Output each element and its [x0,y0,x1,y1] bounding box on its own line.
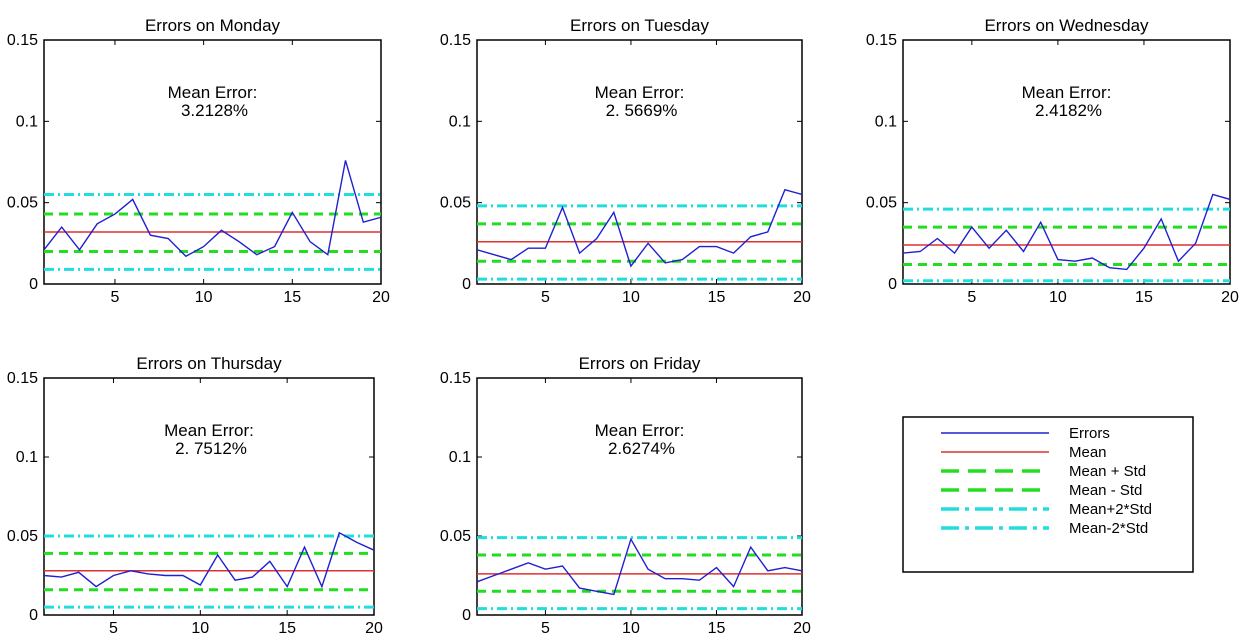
legend-label: Mean-2*Std [1069,520,1148,537]
plot-frame [476,39,803,285]
y-tick-label: 0.15 [7,370,38,387]
plot-frame [902,39,1231,285]
series-group [477,536,802,611]
subplot-2: Errors on Tuesday 0 0.05 0.1 0.15 5 10 15 20 Mean… [440,16,811,306]
plot-frame [476,377,803,616]
y-tick-label: 0.05 [7,195,38,212]
mean-error-value: 2. 7512% [175,439,247,458]
subplot-title: Errors on Thursday [136,354,282,373]
y-tick-label: 0 [462,607,471,624]
x-tick-label: 15 [278,620,296,637]
x-tick-label: 15 [283,289,301,306]
legend-label: Mean [1069,444,1107,461]
errors-series-line [44,531,374,589]
y-tick-label: 0.15 [866,32,897,49]
y-tick-label: 0.05 [7,528,38,545]
subplot-title: Errors on Tuesday [570,16,709,35]
x-tick-label: 5 [967,289,976,306]
plot-frame [43,377,375,616]
y-tick-label: 0.05 [440,528,471,545]
legend-label: Mean+2*Std [1069,501,1152,518]
x-tick-label: 10 [1049,289,1067,306]
mean-error-label: Mean Error: [168,83,258,102]
mean-error-label: Mean Error: [1022,83,1112,102]
legend-box [902,416,1194,573]
x-tick-label: 10 [622,620,640,637]
y-tick-label: 0.15 [440,370,471,387]
y-tick-label: 0 [462,276,471,293]
subplot-4: Errors on Thursday 0 0.05 0.1 0.15 5 10 15 20 Mea… [7,354,383,637]
subplot-5: Errors on Friday 0 0.05 0.1 0.15 5 10 15 20 Mean … [440,354,811,637]
y-tick-label: 0 [29,276,38,293]
y-tick-label: 0 [888,276,897,293]
y-tick-label: 0.1 [449,113,471,130]
y-tick-label: 0.1 [875,113,897,130]
y-tick-label: 0 [29,607,38,624]
y-tick-label: 0.05 [866,195,897,212]
errors-series-line [44,160,381,258]
subplot-3: Errors on Wednesday 0 0.05 0.1 0.15 5 10 15 20 Me… [866,16,1239,306]
x-tick-label: 10 [622,289,640,306]
plot-frame [43,39,382,285]
series-group [44,531,374,609]
y-tick-label: 0.15 [440,32,471,49]
x-tick-label: 15 [708,289,726,306]
x-tick-label: 5 [541,620,550,637]
y-tick-label: 0.05 [440,195,471,212]
mean-error-label: Mean Error: [164,421,254,440]
series-group [903,193,1230,283]
legend-label: Mean - Std [1069,482,1142,499]
mean-error-value: 2.6274% [608,439,675,458]
mean-error-label: Mean Error: [595,83,685,102]
mean-error-value: 2. 5669% [606,101,678,120]
x-tick-label: 10 [191,620,209,637]
y-tick-label: 0.1 [16,449,38,466]
mean-error-label: Mean Error: [595,421,685,440]
x-tick-label: 5 [110,289,119,306]
x-tick-label: 5 [109,620,118,637]
series-group [44,160,381,271]
x-tick-label: 15 [708,620,726,637]
y-tick-label: 0.1 [16,113,38,130]
series-group [477,188,802,281]
x-tick-label: 20 [1221,289,1239,306]
legend-label: Errors [1069,425,1110,442]
mean-error-value: 3.2128% [181,101,248,120]
x-tick-label: 20 [793,620,811,637]
x-tick-label: 15 [1135,289,1153,306]
subplot-title: Errors on Friday [579,354,701,373]
mean-error-value: 2.4182% [1035,101,1102,120]
errors-series-line [477,188,802,268]
errors-series-line [477,537,802,596]
legend-label: Mean + Std [1069,463,1146,480]
x-tick-label: 20 [372,289,390,306]
x-tick-label: 20 [793,289,811,306]
errors-series-line [903,193,1230,271]
y-tick-label: 0.15 [7,32,38,49]
subplot-1: Errors on Monday 0 0.05 0.1 0.15 5 10 15 20 Mean … [7,16,390,306]
subplot-title: Errors on Monday [145,16,281,35]
x-tick-label: 20 [365,620,383,637]
subplot-title: Errors on Wednesday [984,16,1149,35]
legend: Errors Mean Mean + Std Mean - Std Mean+2*Std… [902,416,1194,573]
x-tick-label: 5 [541,289,550,306]
x-tick-label: 10 [195,289,213,306]
y-tick-label: 0.1 [449,449,471,466]
